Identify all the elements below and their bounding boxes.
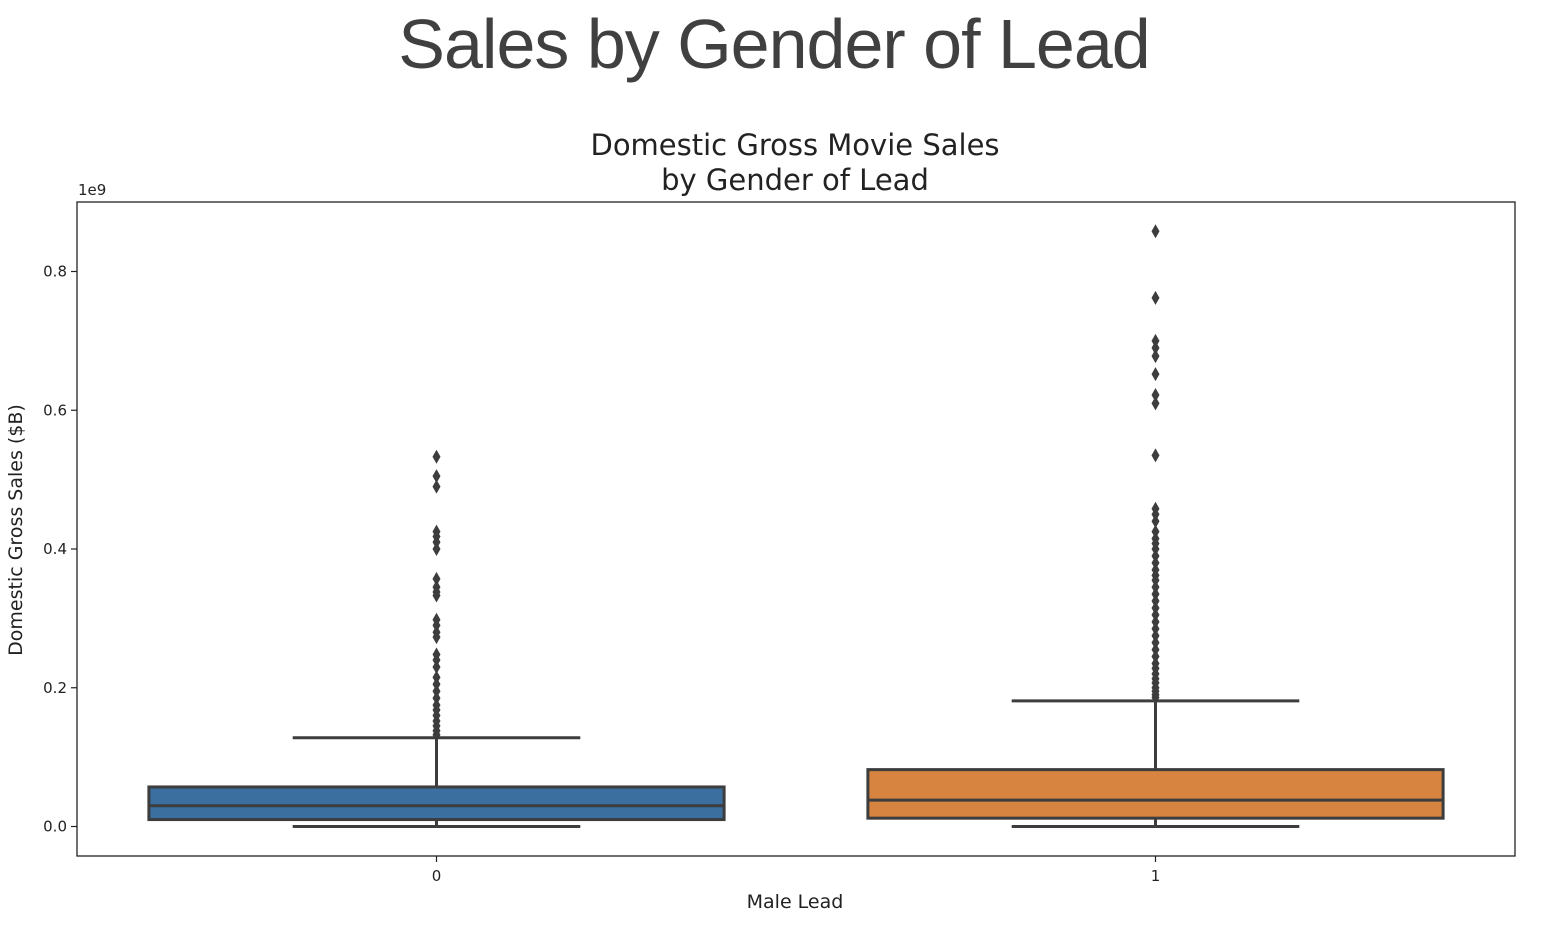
outlier-point bbox=[432, 479, 441, 494]
outlier-point bbox=[1151, 224, 1160, 239]
outlier-point bbox=[1151, 349, 1160, 364]
y-tick-label: 0.2 bbox=[43, 679, 67, 697]
outlier-point bbox=[432, 469, 441, 484]
y-offset-label: 1e9 bbox=[78, 181, 106, 199]
chart-title-line-1: Domestic Gross Movie Sales bbox=[590, 128, 999, 162]
outlier-point bbox=[1151, 340, 1160, 355]
outlier-point bbox=[1151, 367, 1160, 382]
outlier-point bbox=[432, 449, 441, 464]
outlier-point bbox=[1151, 514, 1160, 529]
x-tick-label: 0 bbox=[432, 867, 442, 885]
axes-frame bbox=[76, 201, 1516, 857]
plot-area bbox=[147, 224, 1445, 828]
x-axis-label: Male Lead bbox=[747, 891, 844, 913]
outlier-point bbox=[1151, 290, 1160, 305]
outlier-point bbox=[432, 542, 441, 556]
outlier-point bbox=[1151, 396, 1160, 411]
outlier-point bbox=[432, 659, 441, 674]
outlier-point bbox=[432, 571, 441, 586]
outlier-point bbox=[1151, 448, 1160, 463]
box-0 bbox=[147, 785, 726, 822]
y-tick-label: 0.0 bbox=[43, 818, 67, 836]
outlier-point bbox=[1151, 387, 1160, 402]
outlier-point bbox=[432, 588, 441, 603]
y-tick-label: 0.4 bbox=[43, 540, 67, 558]
outlier-point bbox=[432, 727, 441, 742]
y-tick-label: 0.8 bbox=[43, 263, 67, 281]
slide-title: Sales by Gender of Lead bbox=[398, 5, 1150, 83]
outlier-point bbox=[432, 630, 441, 645]
y-tick-label: 0.6 bbox=[43, 401, 67, 419]
y-axis-label: Domestic Gross Sales ($B) bbox=[5, 404, 27, 656]
outlier-point bbox=[1151, 690, 1160, 705]
box-1 bbox=[866, 768, 1445, 820]
x-tick-label: 1 bbox=[1151, 867, 1161, 885]
chart-title-line-2: by Gender of Lead bbox=[661, 163, 929, 197]
